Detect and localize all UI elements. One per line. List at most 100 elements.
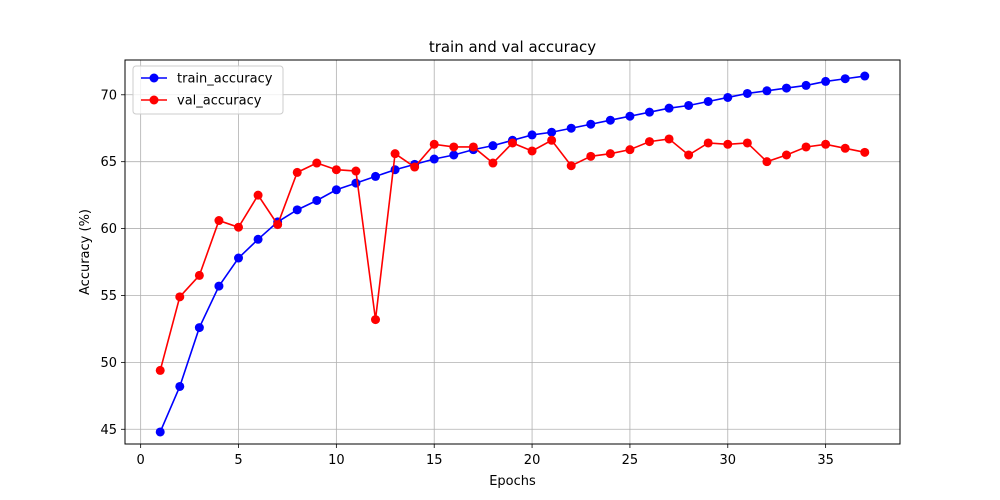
data-point-train_accuracy bbox=[664, 103, 674, 113]
data-point-val_accuracy bbox=[194, 270, 204, 280]
data-point-val_accuracy bbox=[664, 134, 674, 144]
data-point-train_accuracy bbox=[449, 150, 459, 160]
data-point-val_accuracy bbox=[840, 143, 850, 153]
data-point-val_accuracy bbox=[351, 166, 361, 176]
data-point-val_accuracy bbox=[214, 216, 224, 226]
y-tick-label: 70 bbox=[100, 88, 117, 103]
data-point-val_accuracy bbox=[410, 162, 420, 172]
data-point-train_accuracy bbox=[644, 107, 654, 117]
data-point-val_accuracy bbox=[234, 222, 244, 232]
data-point-val_accuracy bbox=[781, 150, 791, 160]
series-layer bbox=[155, 71, 870, 437]
x-tick-label: 5 bbox=[234, 453, 242, 468]
data-point-val_accuracy bbox=[860, 147, 870, 157]
data-point-train_accuracy bbox=[390, 165, 400, 175]
x-axis-label: Epochs bbox=[489, 474, 536, 489]
data-point-train_accuracy bbox=[762, 86, 772, 96]
data-point-train_accuracy bbox=[292, 205, 302, 215]
x-tick-label: 30 bbox=[720, 453, 737, 468]
data-point-val_accuracy bbox=[449, 142, 459, 152]
data-point-train_accuracy bbox=[840, 74, 850, 84]
data-point-train_accuracy bbox=[175, 381, 185, 391]
y-tick-label: 55 bbox=[100, 289, 117, 304]
x-tick-label: 15 bbox=[426, 453, 443, 468]
data-point-train_accuracy bbox=[781, 83, 791, 93]
chart-title: train and val accuracy bbox=[429, 38, 596, 56]
data-point-val_accuracy bbox=[566, 161, 576, 171]
data-point-val_accuracy bbox=[312, 158, 322, 168]
legend-item-val_accuracy: val_accuracy bbox=[141, 94, 262, 109]
data-point-val_accuracy bbox=[429, 139, 439, 149]
data-point-train_accuracy bbox=[331, 185, 341, 195]
data-point-val_accuracy bbox=[703, 138, 713, 148]
data-point-val_accuracy bbox=[292, 167, 302, 177]
data-point-val_accuracy bbox=[273, 220, 283, 230]
y-axis: 45 50 55 60 65 70 bbox=[100, 88, 125, 438]
plot-frame bbox=[124, 59, 901, 445]
data-point-val_accuracy bbox=[762, 157, 772, 167]
data-point-train_accuracy bbox=[488, 141, 498, 151]
data-point-train_accuracy bbox=[547, 127, 557, 137]
data-point-train_accuracy bbox=[253, 234, 263, 244]
data-point-train_accuracy bbox=[566, 123, 576, 133]
data-point-train_accuracy bbox=[351, 178, 361, 188]
x-tick-label: 35 bbox=[817, 453, 834, 468]
data-point-val_accuracy bbox=[605, 149, 615, 159]
data-point-val_accuracy bbox=[175, 292, 185, 302]
data-point-val_accuracy bbox=[644, 137, 654, 147]
data-point-val_accuracy bbox=[488, 158, 498, 168]
data-point-train_accuracy bbox=[684, 100, 694, 110]
data-point-val_accuracy bbox=[155, 365, 165, 375]
legend-box bbox=[132, 65, 284, 115]
data-point-val_accuracy bbox=[821, 139, 831, 149]
data-point-train_accuracy bbox=[703, 96, 713, 106]
y-tick-label: 65 bbox=[100, 155, 117, 170]
data-point-val_accuracy bbox=[390, 149, 400, 159]
data-point-train_accuracy bbox=[723, 92, 733, 102]
x-tick-label: 25 bbox=[622, 453, 639, 468]
data-point-train_accuracy bbox=[194, 323, 204, 333]
y-tick-label: 60 bbox=[100, 222, 117, 237]
x-tick-label: 10 bbox=[328, 453, 345, 468]
legend-label: train_accuracy bbox=[177, 72, 273, 87]
series-val_accuracy bbox=[155, 134, 870, 375]
legend-swatch-marker bbox=[149, 95, 159, 105]
data-point-train_accuracy bbox=[586, 119, 596, 129]
x-tick-label: 0 bbox=[137, 453, 145, 468]
data-point-val_accuracy bbox=[801, 142, 811, 152]
data-point-val_accuracy bbox=[723, 139, 733, 149]
data-point-val_accuracy bbox=[684, 150, 694, 160]
data-point-val_accuracy bbox=[527, 146, 537, 156]
data-point-val_accuracy bbox=[253, 190, 263, 200]
x-axis: 0 5 10 15 20 25 30 35 bbox=[137, 444, 834, 468]
data-point-train_accuracy bbox=[429, 154, 439, 164]
data-point-train_accuracy bbox=[742, 88, 752, 98]
legend-label: val_accuracy bbox=[177, 94, 262, 109]
data-point-train_accuracy bbox=[860, 71, 870, 81]
data-point-train_accuracy bbox=[821, 76, 831, 86]
data-point-train_accuracy bbox=[801, 80, 811, 90]
data-point-train_accuracy bbox=[527, 130, 537, 140]
legend-item-train_accuracy: train_accuracy bbox=[141, 72, 273, 87]
data-point-val_accuracy bbox=[371, 315, 381, 325]
data-point-val_accuracy bbox=[547, 135, 557, 145]
x-tick-label: 20 bbox=[524, 453, 541, 468]
legend: train_accuracy val_accuracy bbox=[132, 65, 284, 115]
y-tick-label: 50 bbox=[100, 356, 117, 371]
y-axis-label: Accuracy (%) bbox=[78, 209, 93, 295]
data-point-train_accuracy bbox=[312, 195, 322, 205]
data-point-train_accuracy bbox=[605, 115, 615, 125]
data-point-val_accuracy bbox=[742, 138, 752, 148]
data-point-val_accuracy bbox=[625, 145, 635, 155]
data-point-train_accuracy bbox=[214, 281, 224, 291]
grid bbox=[125, 60, 900, 444]
data-point-train_accuracy bbox=[625, 111, 635, 121]
y-tick-label: 45 bbox=[100, 423, 117, 438]
data-point-train_accuracy bbox=[155, 427, 165, 437]
data-point-train_accuracy bbox=[371, 171, 381, 181]
data-point-val_accuracy bbox=[331, 165, 341, 175]
plot-area bbox=[125, 60, 900, 444]
data-point-val_accuracy bbox=[468, 142, 478, 152]
data-point-val_accuracy bbox=[586, 151, 596, 161]
